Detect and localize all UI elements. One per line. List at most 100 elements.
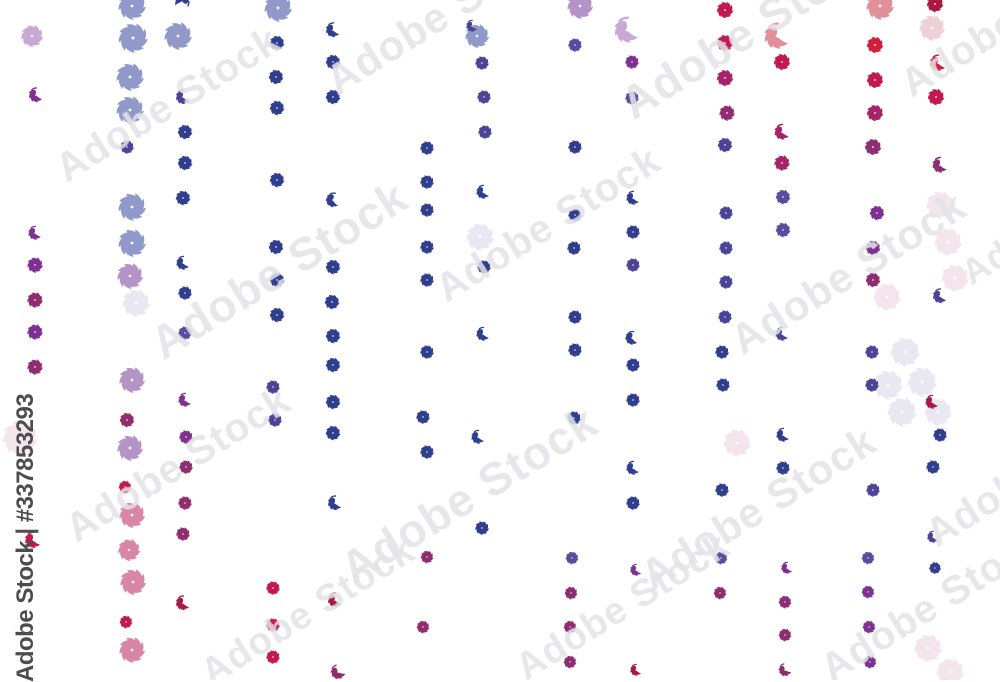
swirl-doodle (624, 90, 640, 106)
swirl-doodle (119, 568, 147, 596)
swirl-doodle (415, 409, 431, 425)
swirl-doodle (325, 54, 341, 70)
partial-swirl-doodle (629, 563, 642, 577)
swirl-doodle (118, 366, 146, 394)
swirl-doodle (177, 124, 193, 140)
swirl-doodle (177, 285, 193, 301)
swirl-doodle (717, 309, 733, 325)
swirl-doodle (115, 62, 145, 92)
swirl-doodle (163, 21, 193, 51)
partial-swirl-doodle (475, 184, 490, 200)
swirl-doodle (928, 561, 942, 575)
swirl-doodle (861, 585, 875, 599)
swirl-doodle (566, 410, 582, 426)
swirl-doodle (26, 323, 44, 341)
swirl-doodle (177, 155, 193, 171)
swirl-doodle (865, 0, 895, 21)
swirl-doodle (325, 357, 341, 373)
swirl-doodle (718, 205, 734, 221)
swirl-doodle (175, 526, 191, 542)
partial-swirl-doodle (174, 595, 191, 612)
swirl-doodle (716, 1, 734, 19)
swirl-doodle (564, 586, 578, 600)
swirl-doodle (465, 222, 495, 252)
swirl-doodle (116, 434, 144, 462)
swirl-doodle (476, 259, 492, 275)
swirl-doodle (419, 344, 435, 360)
swirl-doodle (419, 202, 435, 218)
partial-swirl-doodle (27, 87, 44, 104)
swirl-doodle (933, 227, 963, 257)
swirl-doodle (117, 538, 141, 562)
swirl-doodle (325, 394, 341, 410)
partial-swirl-doodle (774, 326, 789, 342)
partial-swirl-doodle (326, 495, 343, 512)
swirl-doodle (265, 379, 281, 395)
swirl-doodle (926, 0, 944, 13)
swirl-doodle (117, 0, 147, 21)
swirl-doodle (269, 272, 285, 288)
swirl-doodle (716, 69, 734, 87)
partial-swirl-doodle (326, 592, 343, 609)
swirl-doodle (119, 615, 133, 629)
swirl-doodle (419, 239, 435, 255)
swirl-doodle (932, 427, 948, 443)
swirl-doodle (863, 655, 877, 669)
partial-swirl-doodle (327, 662, 348, 680)
swirl-doodle (265, 649, 281, 665)
swirl-doodle (913, 633, 943, 663)
swirl-doodle (566, 0, 594, 20)
partial-swirl-doodle (470, 429, 485, 445)
swirl-doodle (265, 617, 281, 633)
swirl-doodle (567, 139, 583, 155)
swirl-doodle (26, 256, 44, 274)
swirl-layer (1, 0, 970, 680)
swirl-doodle (866, 36, 884, 54)
swirl-doodle (718, 104, 736, 122)
partial-swirl-doodle (773, 123, 790, 141)
swirl-doodle (778, 628, 792, 642)
swirl-doodle (862, 620, 876, 634)
partial-swirl-doodle (625, 460, 640, 476)
swirl-doodle (925, 190, 955, 220)
partial-swirl-doodle (926, 530, 939, 544)
partial-swirl-doodle (27, 225, 42, 241)
swirl-doodle (419, 444, 435, 460)
swirl-doodle (624, 54, 640, 70)
swirl-doodle (889, 336, 921, 368)
swirl-doodle (119, 412, 135, 428)
swirl-doodle (565, 551, 579, 565)
swirl-doodle (864, 344, 880, 360)
swirl-doodle (119, 139, 135, 155)
partial-swirl-doodle (629, 663, 642, 677)
swirl-doodle (419, 140, 435, 156)
swirl-doodle (263, 0, 293, 23)
swirl-doodle (778, 595, 792, 609)
swirl-doodle (269, 172, 285, 188)
swirl-doodle (177, 495, 193, 511)
swirl-doodle (178, 459, 194, 475)
swirl-doodle (718, 240, 734, 256)
partial-swirl-doodle (623, 329, 640, 347)
swirl-doodle (718, 274, 734, 290)
swirl-doodle (935, 657, 965, 680)
partial-swirl-doodle (776, 661, 793, 679)
swirl-doodle (714, 551, 728, 565)
partial-swirl-doodle (174, 89, 191, 106)
partial-swirl-doodle (625, 190, 640, 206)
swirl-doodle (865, 272, 881, 288)
partial-swirl-doodle (928, 54, 947, 73)
partial-swirl-doodle (175, 255, 190, 271)
swirl-doodle (118, 501, 146, 529)
swirl-doodle (625, 357, 641, 373)
swirl-doodle (773, 53, 791, 71)
swirl-doodle (865, 240, 881, 256)
swirl-doodle (775, 189, 791, 205)
swirl-doodle (861, 551, 875, 565)
swirl-doodle (269, 35, 285, 51)
swirl-doodle (26, 358, 44, 376)
swirl-doodle (324, 294, 340, 310)
swirl-doodle (886, 396, 918, 428)
swirl-doodle (567, 309, 583, 325)
swirl-doodle (117, 228, 147, 258)
